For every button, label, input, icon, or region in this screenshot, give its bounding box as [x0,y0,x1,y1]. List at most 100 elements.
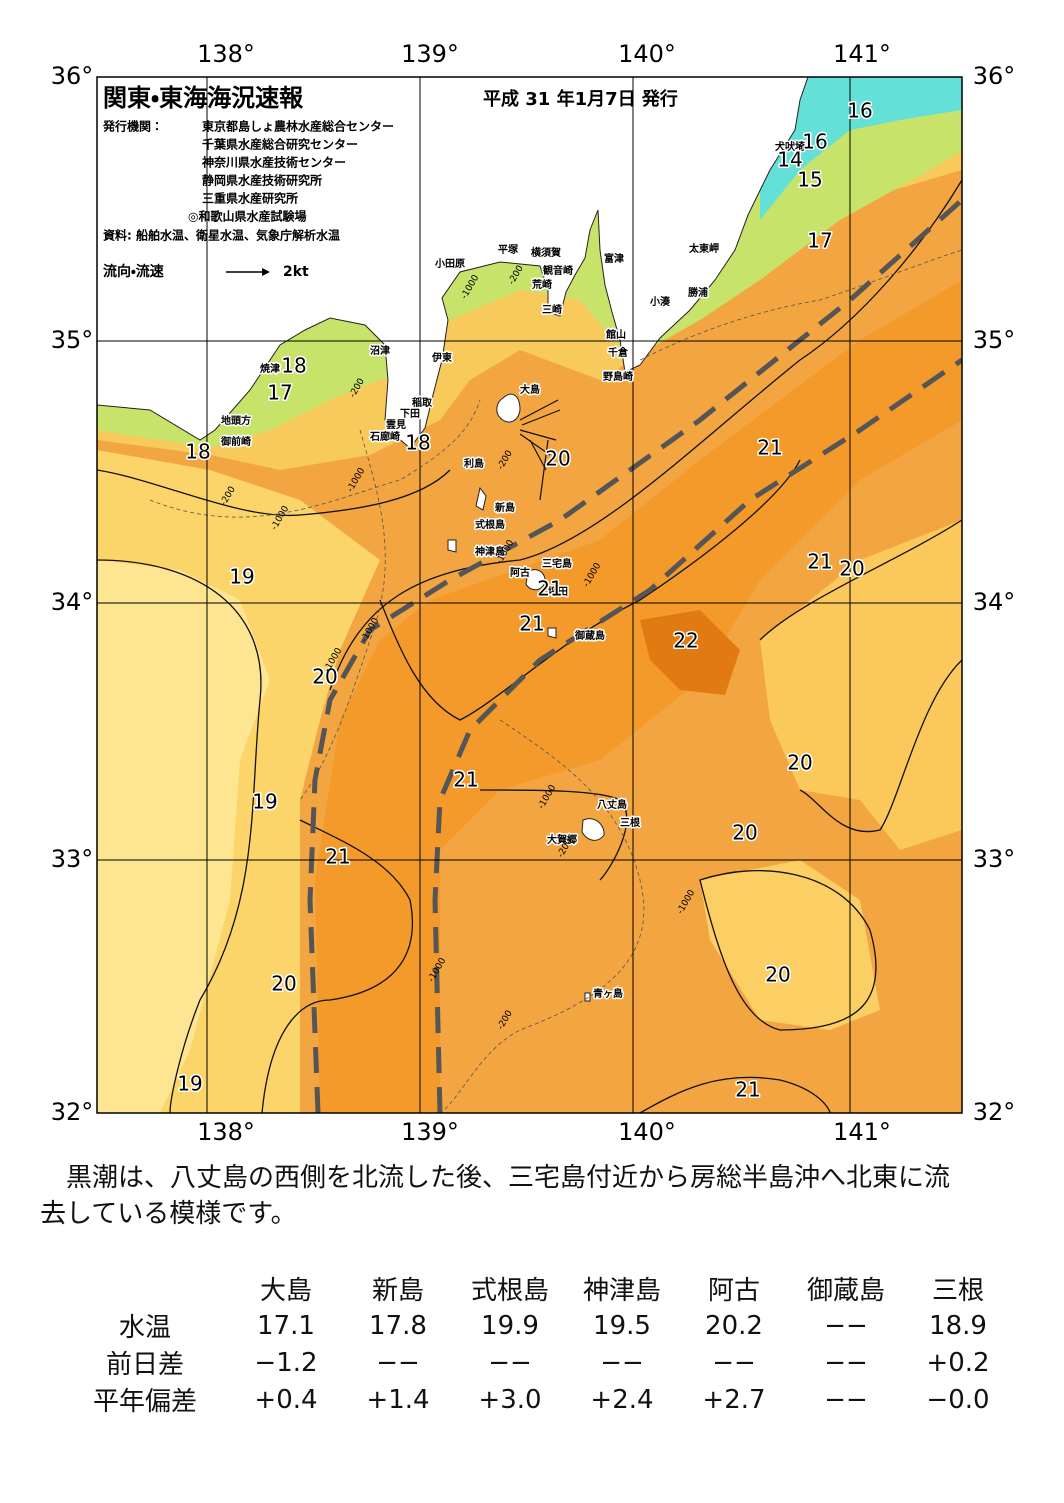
lon-label: 140° [618,1118,676,1146]
temperature-label: 20 [312,665,337,689]
lon-label: 139° [401,40,459,68]
place-name: 勝浦 [688,286,708,299]
place-name: 三崎 [542,303,562,316]
contour [97,469,451,517]
place-name: 三根 [620,816,641,829]
column-header: 神津島 [582,1276,661,1306]
place-name: 平塚 [498,243,519,256]
issuer: 三重県水産研究所 [202,191,298,206]
place-name: 青ヶ島 [593,987,623,1000]
depth-contour [439,719,645,1113]
issuer: 静岡県水産技術研究所 [202,173,322,188]
depth-contour [639,249,962,361]
lon-label: 139° [401,1118,459,1146]
column-header: 御蔵島 [806,1276,885,1306]
table-cell: −− [600,1347,644,1378]
temperature-label: 21 [807,550,832,574]
sea-cold [97,560,270,1113]
temperature-label: 18 [405,431,430,455]
place-name: 式根島 [475,518,505,531]
place-name: 荒崎 [531,278,552,291]
table-cell: 18.9 [929,1310,987,1341]
lat-label: 32° [973,1098,1016,1126]
temperature-label: 19 [229,565,254,589]
temperature-label: 21 [757,436,782,460]
lat-label: 36° [51,62,94,90]
island [547,627,557,639]
table-cell: +3.0 [478,1384,542,1415]
kuroshio-line [307,198,962,1113]
lat-label: 35° [51,326,94,354]
table-cell: 20.2 [705,1310,763,1341]
table-cell: −− [824,1384,868,1415]
island [496,393,521,423]
temperature-label: 16 [802,130,827,154]
table-header-row: 大島 新島 式根島 神津島 阿古 御蔵島 三根 [60,1270,1014,1307]
place-name: 富津 [604,252,624,265]
contours [97,179,962,1113]
row-label: 平年偏差 [92,1387,197,1417]
row-label: 水温 [118,1313,171,1343]
land [97,77,809,449]
place-name: 野島崎 [603,370,633,383]
contour [329,179,962,691]
temperature-label: 20 [787,751,812,775]
lon-label: 141° [833,40,891,68]
arrow [519,399,559,421]
lon-label: 138° [197,40,255,68]
table-cell: 19.5 [593,1310,651,1341]
kuroshio-axis [307,198,962,1113]
arrow [519,429,557,441]
sea-warm-core [640,610,740,695]
place-name: 沼津 [370,344,390,357]
table-cell: +2.7 [702,1384,766,1415]
place-name: 館山 [605,328,626,341]
table-cell: +0.2 [926,1347,990,1378]
table-cell: +1.4 [366,1384,430,1415]
contour [379,459,801,721]
temperature-label: 21 [519,612,544,636]
temperature-label: 21 [453,768,478,792]
kuroshio-line [432,357,962,1113]
place-name: 阿古 [510,566,530,579]
place-name: 御蔵島 [574,629,605,642]
column-header: 新島 [371,1276,424,1306]
table-cell: 19.9 [481,1310,539,1341]
issuer: 東京都島しょ農林水産総合センター [202,119,394,134]
lon-label: 140° [618,40,676,68]
column-header: 式根島 [470,1276,549,1306]
lat-label: 33° [51,845,94,873]
temperature-label: 21 [325,845,350,869]
temperature-label: 19 [252,790,277,814]
temperature-label: 18 [281,354,306,378]
table-row: 前日差 −1.2 −− −− −− −− −− +0.2 [60,1344,1014,1381]
place-name: 焼津 [260,362,280,375]
place-name: 犬吠埼 [775,140,805,153]
place-name: 御前崎 [220,435,251,448]
temperature-label: 20 [271,972,296,996]
lat-label: 35° [973,326,1016,354]
temperature-label: 22 [673,629,698,653]
map-frame [96,76,963,1114]
place-name: 神津島 [474,545,505,558]
lat-label: 36° [973,62,1016,90]
contour [759,519,962,833]
depth-contour [299,429,386,801]
temperature-label: 14 [777,148,802,172]
place-name: 雲見 [386,419,406,431]
island [475,486,487,511]
row-label: 前日差 [105,1350,184,1380]
temperature-label: 18 [185,440,210,464]
place-name: 太東岬 [688,242,719,255]
issuer-label: 発行機関： [102,119,163,134]
graticule [97,77,962,1113]
lat-label: 33° [973,845,1016,873]
place-name: 新島 [494,501,515,514]
legend-speed: 2kt [283,264,309,280]
sea-cool-south [700,860,880,1030]
issuer: 千葉県水産総合研究センター [202,137,358,152]
data-source: 資料: 船舶水温、衛星水温、気象庁解析水温 [103,228,340,243]
temperature-label: 16 [847,99,872,123]
table-cell: −1.2 [254,1347,318,1378]
